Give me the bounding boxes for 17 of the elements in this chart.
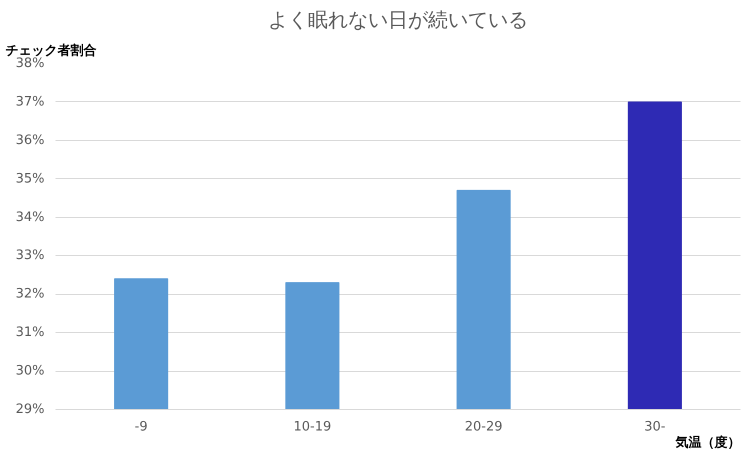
y-tick-label: 33% <box>16 248 45 264</box>
x-tick-label: 30- <box>644 420 666 434</box>
x-tick-label: -9 <box>134 420 148 434</box>
y-tick-label: 36% <box>16 132 45 148</box>
y-axis-title: チェック者割合 <box>6 42 96 58</box>
y-tick-label: 34% <box>16 210 45 225</box>
y-tick-label: 32% <box>16 286 45 302</box>
y-tick-label: 30% <box>16 364 45 379</box>
x-tick-label: 20-29 <box>464 420 503 434</box>
x-axis-title: 気温（度） <box>674 434 740 450</box>
y-tick-label: 37% <box>16 94 45 110</box>
y-tick-label: 29% <box>16 402 45 417</box>
y-tick-label: 38% <box>16 56 45 71</box>
chart-title: よく眠れない日が続いている <box>268 8 528 32</box>
y-tick-label: 31% <box>16 325 45 340</box>
y-tick-label: 35% <box>16 171 45 186</box>
x-tick-label: 10-19 <box>293 420 332 434</box>
